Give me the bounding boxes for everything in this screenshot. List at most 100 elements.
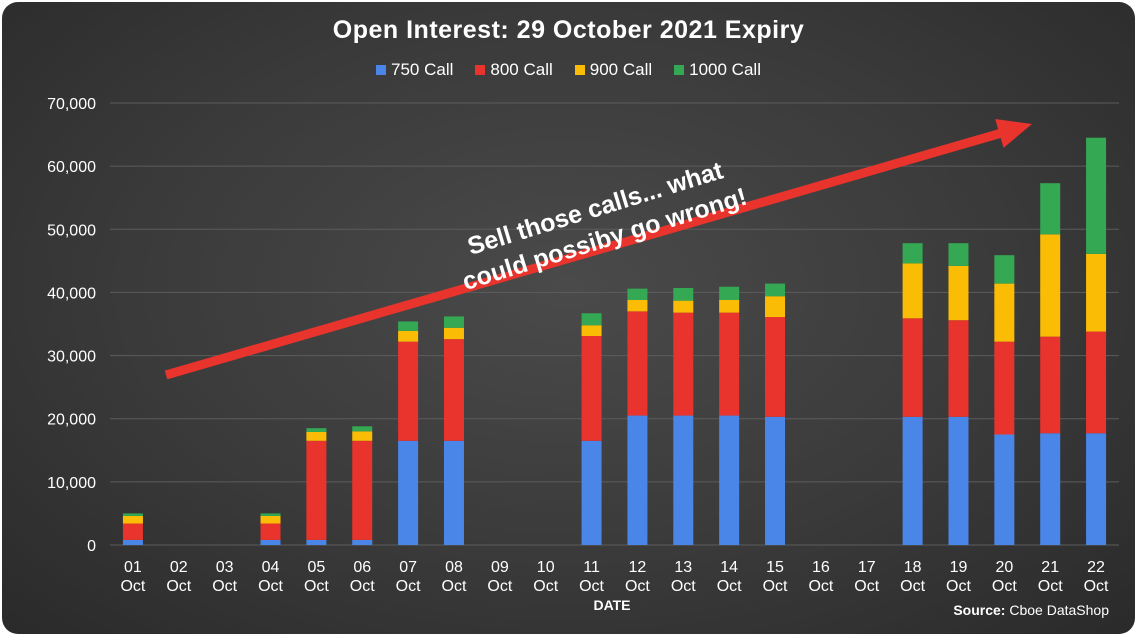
x-tick-label-month: Oct <box>166 578 191 595</box>
bar-segment <box>260 515 281 524</box>
bar-segment <box>627 288 648 301</box>
bar-segment <box>352 431 373 441</box>
bar-segment <box>443 339 464 441</box>
x-tick-label-month: Oct <box>350 578 375 595</box>
x-tick-label-day: 02 <box>170 559 188 576</box>
legend-swatch <box>574 65 585 75</box>
bar-segment <box>765 296 786 318</box>
y-tick-label: 20,000 <box>47 412 96 429</box>
x-tick-label-day: 06 <box>353 559 371 576</box>
bar-segment <box>352 539 373 545</box>
source-label: Source: <box>953 602 1006 618</box>
x-tick-label-month: Oct <box>808 578 833 595</box>
x-tick-label-month: Oct <box>579 578 604 595</box>
bar-segment <box>719 415 740 545</box>
bar-segment <box>1040 183 1061 235</box>
arrow-shaft <box>164 127 1007 380</box>
bar-segment <box>673 312 694 416</box>
y-tick-label: 70,000 <box>47 96 96 113</box>
x-tick-label-month: Oct <box>854 578 879 595</box>
bar-segment <box>994 283 1015 342</box>
bar-segment <box>443 316 464 328</box>
bar-segment <box>352 426 373 432</box>
bar-segment <box>122 539 143 545</box>
x-tick-label-day: 13 <box>674 559 692 576</box>
bar-segment <box>948 416 969 545</box>
bar-segment <box>398 330 419 342</box>
bar-segment <box>443 440 464 545</box>
bar-segment <box>902 263 923 319</box>
annotation-arrow <box>164 119 1032 380</box>
x-tick-label-month: Oct <box>487 578 512 595</box>
bar-segment <box>1086 253 1107 332</box>
x-axis-ticks: 01 Oct 02 Oct 03 Oct 04 Oct 05 Oct 06 Oct 07 Oct 08 Oct… <box>120 559 1109 595</box>
bar-segment <box>1040 336 1061 434</box>
x-tick-label-month: Oct <box>717 578 742 595</box>
x-tick-label-month: Oct <box>304 578 329 595</box>
bar-segment <box>581 313 602 326</box>
x-tick-label-month: Oct <box>992 578 1017 595</box>
legend-label: 800 Call <box>490 60 553 79</box>
bar-segment <box>627 300 648 312</box>
bars <box>122 137 1107 545</box>
x-tick-label-day: 21 <box>1041 559 1059 576</box>
y-tick-label: 60,000 <box>47 159 96 176</box>
x-tick-label-day: 20 <box>995 559 1013 576</box>
bar-segment <box>122 515 143 524</box>
bar-segment <box>994 434 1015 545</box>
x-tick-label-day: 09 <box>491 559 509 576</box>
legend: 750 Call 800 Call 900 Call 1000 Call <box>2 60 1135 80</box>
legend-swatch <box>376 65 387 75</box>
bar-segment <box>719 300 740 313</box>
x-tick-label-month: Oct <box>258 578 283 595</box>
legend-item: 900 Call <box>574 60 653 80</box>
bar-segment <box>260 513 281 516</box>
x-tick-label-month: Oct <box>120 578 145 595</box>
bar-segment <box>673 288 694 301</box>
x-tick-label-month: Oct <box>442 578 467 595</box>
bar-segment <box>994 255 1015 284</box>
source-note: Source: Cboe DataShop <box>953 602 1109 618</box>
bar-segment <box>581 440 602 545</box>
x-axis-label: DATE <box>593 597 630 613</box>
x-tick-label-month: Oct <box>533 578 558 595</box>
bar-segment <box>948 243 969 266</box>
bar-segment <box>306 431 327 441</box>
x-tick-label-month: Oct <box>671 578 696 595</box>
x-tick-label-day: 03 <box>216 559 234 576</box>
bar-segment <box>765 317 786 417</box>
x-tick-label-day: 11 <box>583 559 600 576</box>
x-tick-label-month: Oct <box>396 578 421 595</box>
y-tick-label: 0 <box>87 538 96 555</box>
y-tick-label: 40,000 <box>47 285 96 302</box>
chart-title: Open Interest: 29 October 2021 Expiry <box>332 16 805 44</box>
x-tick-label-day: 12 <box>629 559 647 576</box>
bar-segment <box>627 311 648 416</box>
bar-segment <box>306 539 327 545</box>
legend-label: 900 Call <box>589 60 653 79</box>
bar-segment <box>902 416 923 545</box>
x-tick-label-day: 01 <box>124 559 142 576</box>
bar-segment <box>1040 234 1061 337</box>
x-tick-label-day: 08 <box>445 559 463 576</box>
bar-segment <box>627 415 648 545</box>
x-tick-label-month: Oct <box>946 578 971 595</box>
source-text: Cboe DataShop <box>1009 602 1109 618</box>
bar-segment <box>260 539 281 545</box>
bar-segment <box>581 335 602 441</box>
bar-segment <box>306 440 327 540</box>
legend-item: 750 Call <box>376 60 453 80</box>
x-tick-label-day: 14 <box>720 559 738 576</box>
x-tick-label-month: Oct <box>212 578 237 595</box>
x-tick-label-month: Oct <box>900 578 925 595</box>
bar-segment <box>673 415 694 545</box>
bar-segment <box>398 440 419 545</box>
bar-segment <box>719 286 740 301</box>
bar-segment <box>122 523 143 540</box>
bar-segment <box>719 312 740 416</box>
bar-segment <box>1086 331 1107 434</box>
bar-segment <box>260 523 281 540</box>
bar-segment <box>765 283 786 297</box>
arrow-head <box>995 119 1032 148</box>
